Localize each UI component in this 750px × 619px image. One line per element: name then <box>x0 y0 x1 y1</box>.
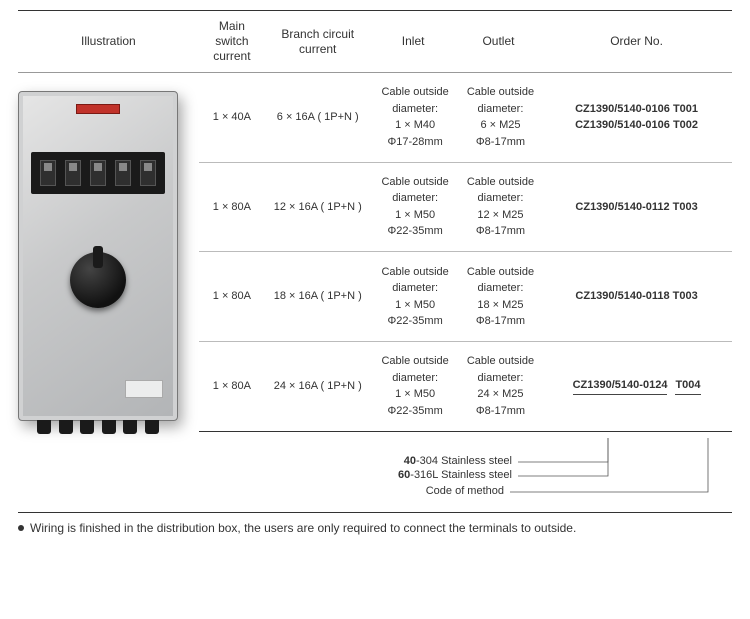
breaker-panel <box>31 152 165 194</box>
inlet-spec: Cable outsidediameter: 1 × M50Φ22-35mm <box>370 341 455 431</box>
header-row: Illustration Main switchcurrent Branch c… <box>18 11 732 73</box>
col-main-switch: Main switchcurrent <box>199 11 265 73</box>
col-illustration: Illustration <box>18 11 199 73</box>
cable-glands <box>37 420 159 434</box>
footnote-text: Wiring is finished in the distribution b… <box>30 521 576 535</box>
nameplate-icon <box>125 380 163 398</box>
order-number: CZ1390/5140-0106 T001 CZ1390/5140-0106 T… <box>541 73 732 163</box>
order-number: CZ1390/5140-0124T004 <box>541 341 732 431</box>
legend-code-of-method: Code of method <box>426 485 504 497</box>
order-number: CZ1390/5140-0112 T003 <box>541 162 732 252</box>
outlet-spec: Cable outsidediameter: 12 × M25Φ8-17mm <box>456 162 541 252</box>
branch-circuit-current: 18 × 16A ( 1P+N ) <box>265 252 370 342</box>
branch-circuit-current: 12 × 16A ( 1P+N ) <box>265 162 370 252</box>
rotary-switch-icon <box>70 252 126 308</box>
col-order-no: Order No. <box>541 11 732 73</box>
main-switch-current: 1 × 80A <box>199 162 265 252</box>
illustration-cell <box>18 73 199 432</box>
warning-label-icon <box>76 104 120 114</box>
inlet-spec: Cable outside diameter: 1 × M40 Φ17-28mm <box>370 73 455 163</box>
legend-callouts: 40-304 Stainless steel 60-316L Stainless… <box>18 438 732 506</box>
branch-circuit-current: 6 × 16A ( 1P+N ) <box>265 73 370 163</box>
main-switch-current: 1 × 80A <box>199 341 265 431</box>
order-number: CZ1390/5140-0118 T003 <box>541 252 732 342</box>
outlet-spec: Cable outsidediameter: 18 × M25Φ8-17mm <box>456 252 541 342</box>
col-outlet: Outlet <box>456 11 541 73</box>
spec-table: Illustration Main switchcurrent Branch c… <box>18 10 732 432</box>
main-switch-current: 1 × 80A <box>199 252 265 342</box>
legend-steel-60: 60-316L Stainless steel <box>398 469 512 481</box>
product-illustration <box>18 91 178 421</box>
bullet-icon <box>18 525 24 531</box>
branch-circuit-current: 24 × 16A ( 1P+N ) <box>265 341 370 431</box>
legend-steel-40: 40-304 Stainless steel <box>404 455 512 467</box>
table-row: 1 × 40A 6 × 16A ( 1P+N ) Cable outside d… <box>18 73 732 163</box>
callout-lines-icon <box>18 438 732 506</box>
footnote: Wiring is finished in the distribution b… <box>18 512 732 535</box>
inlet-spec: Cable outsidediameter: 1 × M50Φ22-35mm <box>370 252 455 342</box>
outlet-spec: Cable outside diameter: 6 × M25 Φ8-17mm <box>456 73 541 163</box>
col-branch-circuit: Branch circuitcurrent <box>265 11 370 73</box>
inlet-spec: Cable outsidediameter: 1 × M50Φ22-35mm <box>370 162 455 252</box>
outlet-spec: Cable outsidediameter: 24 × M25Φ8-17mm <box>456 341 541 431</box>
col-inlet: Inlet <box>370 11 455 73</box>
main-switch-current: 1 × 40A <box>199 73 265 163</box>
